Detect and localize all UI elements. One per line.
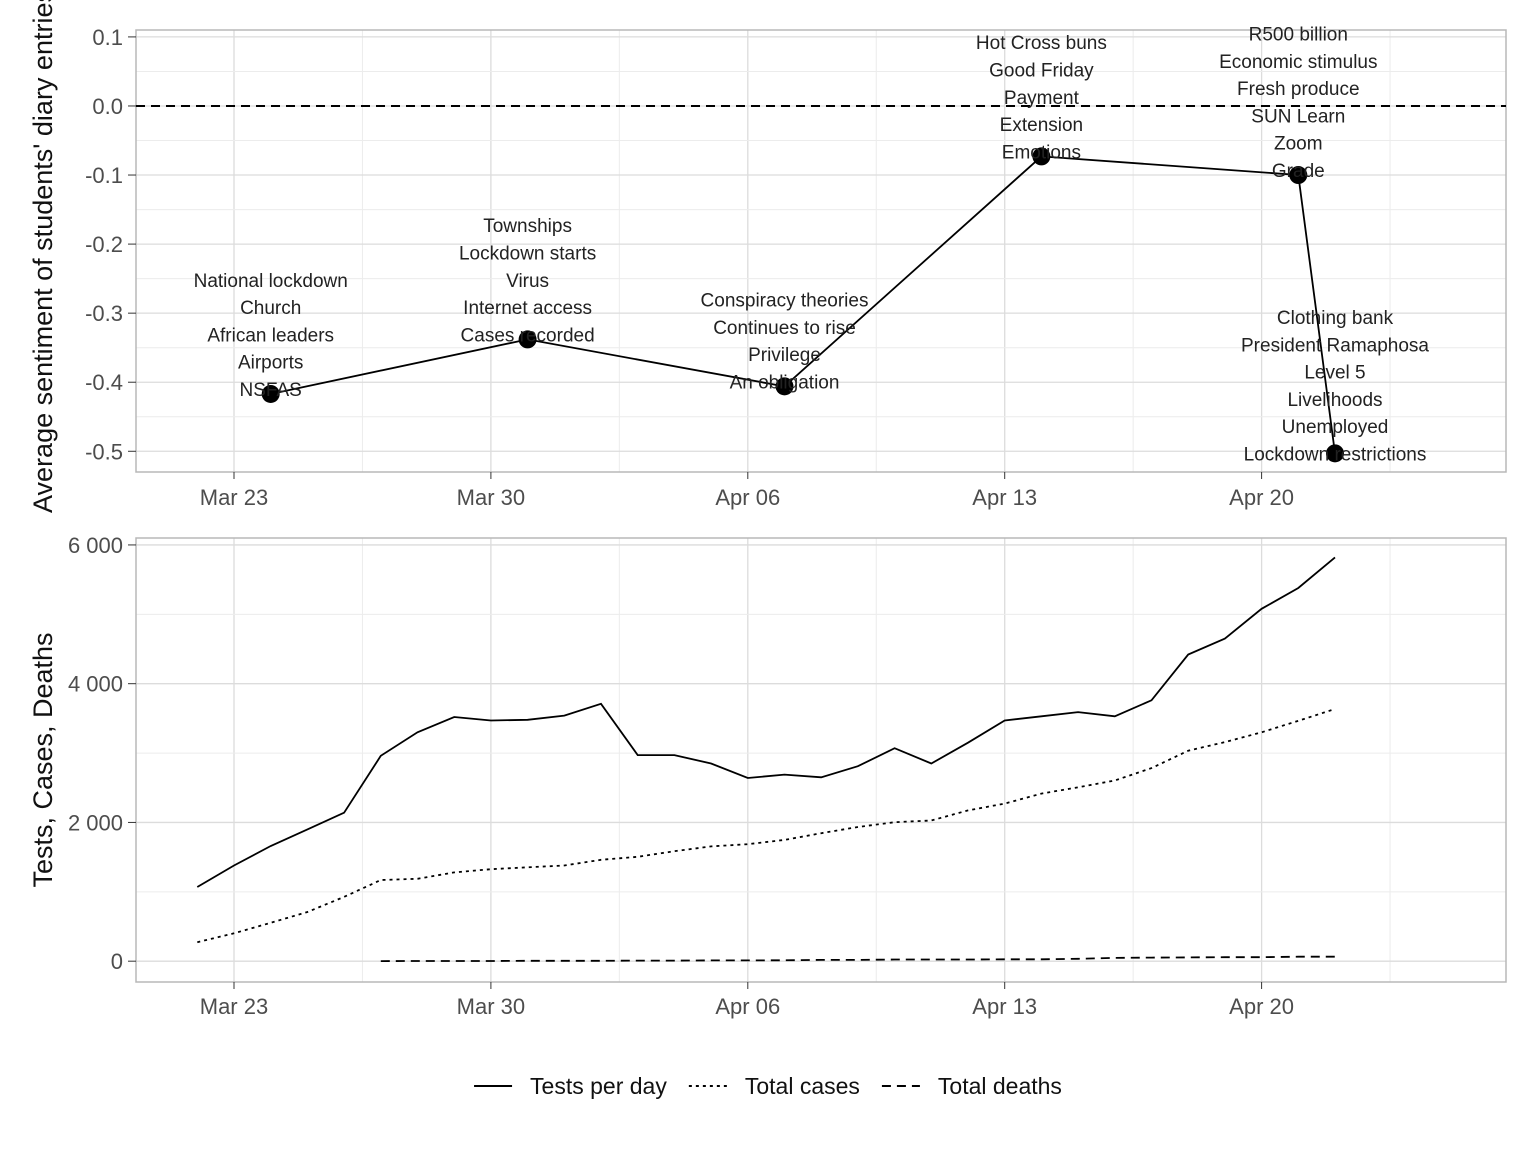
sentiment-series [261,147,1344,463]
sentiment-point [1289,166,1308,185]
keyword-label: Level 5 [1304,363,1365,384]
keyword-label: National lockdown [194,271,348,292]
y-tick-label: 2 000 [68,810,123,835]
keyword-annotations: National lockdown Church African leaders Ai… [194,25,1430,466]
covid-series [196,556,1336,962]
x-tick-label: Apr 06 [715,485,780,510]
sentiment-panel: 0.1 0.0 -0.1 -0.2 -0.3 -0.4 -0.5 Mar 23 Mar 30 A… [28,0,1507,513]
keyword-label: Economic stimulus [1219,52,1377,73]
keyword-label: Extension [1000,115,1083,136]
y-tick-label: -0.2 [85,232,123,257]
x-tick-label: Apr 13 [972,994,1037,1019]
keyword-label: Church [240,298,301,319]
sentiment-y-tick-labels: 0.1 0.0 -0.1 -0.2 -0.3 -0.4 -0.5 [85,25,136,464]
keyword-label: Lockdown restrictions [1244,445,1427,466]
sentiment-point [775,377,794,396]
y-tick-label: 6 000 [68,533,123,558]
sentiment-gridlines [136,30,1506,472]
sentiment-point [518,330,537,349]
covid-plot-border [135,537,1507,983]
keyword-label: Payment [1004,88,1080,109]
sentiment-x-tick-labels: Mar 23 Mar 30 Apr 06 Apr 13 Apr 20 [200,472,1294,510]
covid-y-axis-label: Tests, Cases, Deaths [28,632,58,887]
keyword-label: SUN Learn [1251,106,1345,127]
keyword-label: President Ramaphosa [1241,335,1429,356]
keyword-label: Hot Cross buns [976,33,1107,54]
legend-label: Total cases [745,1073,860,1099]
x-tick-label: Apr 20 [1229,994,1294,1019]
series-line-tests-per-day [196,556,1336,888]
keyword-label: Emotions [1002,142,1081,163]
keyword-label: Conspiracy theories [701,290,869,311]
x-tick-label: Mar 30 [457,994,525,1019]
y-tick-label: 4 000 [68,672,123,697]
legend-label: Total deaths [938,1073,1062,1099]
y-tick-label: -0.5 [85,439,123,464]
keyword-label: Good Friday [989,60,1094,81]
keyword-label: Virus [506,271,549,292]
keyword-label: An obligation [730,372,840,393]
keyword-label: Privilege [748,345,821,366]
x-tick-label: Apr 20 [1229,485,1294,510]
sentiment-y-axis-label: Average sentiment of students' diary ent… [28,0,58,513]
keyword-label: R500 billion [1249,25,1348,46]
keyword-label: Internet access [463,298,592,319]
keyword-label: Livelihoods [1287,390,1382,411]
x-tick-label: Apr 06 [715,994,780,1019]
x-tick-label: Mar 23 [200,485,268,510]
sentiment-plot-border [135,29,1507,473]
y-tick-label: 0.1 [92,25,123,50]
keyword-label: Cases recorded [461,325,595,346]
x-tick-label: Mar 30 [457,485,525,510]
covid-x-tick-labels: Mar 23 Mar 30 Apr 06 Apr 13 Apr 20 [200,982,1294,1019]
keyword-label: Lockdown starts [459,244,596,265]
legend-label: Tests per day [530,1073,667,1099]
sentiment-line [270,155,1336,454]
sentiment-point [261,384,280,403]
y-tick-label: 0.0 [92,94,123,119]
keyword-label: NSFAS [240,380,302,401]
series-line-total-cases [197,708,1336,944]
keyword-label: Airports [238,353,303,374]
x-tick-label: Mar 23 [200,994,268,1019]
keyword-label: Townships [483,216,572,237]
keyword-label: Zoom [1274,134,1323,155]
y-tick-label: -0.3 [85,301,123,326]
keyword-label: Grade [1272,161,1325,182]
covid-panel: 6 000 4 000 2 000 0 Mar 23 Mar 30 Apr 06 Apr 1… [28,533,1507,1019]
y-tick-label: -0.1 [85,163,123,188]
y-tick-label: 0 [111,949,123,974]
keyword-label: Unemployed [1282,417,1389,438]
y-tick-label: -0.4 [85,370,123,395]
keyword-label: Continues to rise [713,318,856,339]
sentiment-point [1032,147,1051,166]
x-tick-label: Apr 13 [972,485,1037,510]
covid-gridlines [136,538,1506,982]
covid-y-tick-labels: 6 000 4 000 2 000 0 [68,533,136,974]
keyword-label: African leaders [207,325,334,346]
series-line-total-deaths [380,955,1335,962]
sentiment-point [1326,444,1344,463]
keyword-label: Clothing bank [1277,308,1394,329]
keyword-label: Fresh produce [1237,79,1360,100]
legend: Tests per day Total cases Total deaths [474,1073,1062,1099]
